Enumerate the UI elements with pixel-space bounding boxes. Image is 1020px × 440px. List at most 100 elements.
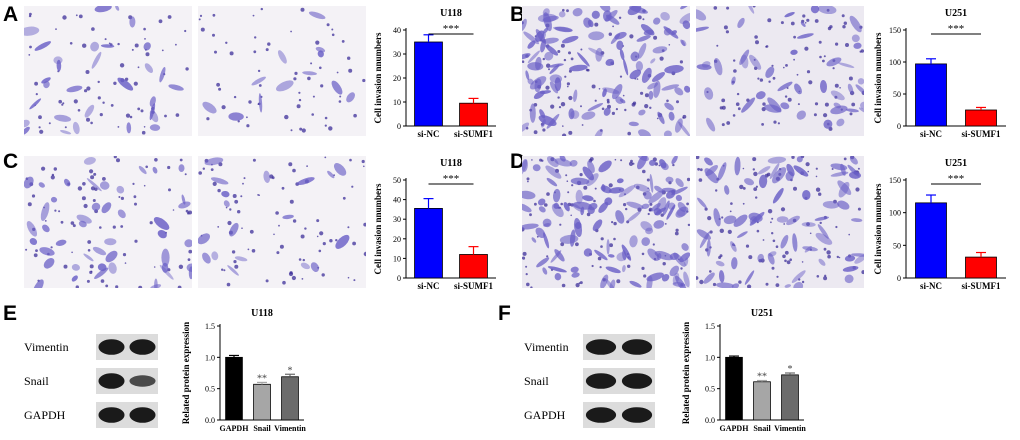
blot-band bbox=[585, 373, 617, 389]
micrograph-texture bbox=[696, 6, 864, 132]
panel-label-e: E bbox=[3, 302, 18, 325]
y-axis-label: Cell invasion nnumbers bbox=[373, 183, 383, 275]
x-tick-label: GAPDH bbox=[220, 424, 250, 433]
y-tick-label: 1.5 bbox=[205, 322, 215, 331]
blot-f-gapdh bbox=[583, 402, 655, 428]
y-tick-label: 40 bbox=[393, 26, 401, 35]
panel-label-d: D bbox=[510, 150, 526, 173]
blot-f-snail bbox=[583, 368, 655, 394]
y-tick-label: 0.5 bbox=[205, 385, 215, 394]
y-tick-label: 20 bbox=[393, 235, 401, 244]
micrograph-a-si-nc bbox=[24, 6, 192, 136]
micrograph-texture bbox=[522, 156, 690, 288]
blot-label-e-vimentin: Vimentin bbox=[24, 340, 69, 354]
invasion-chart-b: U251 Cell invasion nnumbers 0 50 100 150 si-NC… bbox=[873, 8, 1006, 139]
significance-mark: * bbox=[288, 365, 293, 376]
y-tick-label: 0.0 bbox=[705, 416, 715, 425]
blot-band bbox=[98, 407, 125, 423]
blot-label-f-vimentin: Vimentin bbox=[524, 340, 569, 354]
blot-band bbox=[129, 407, 156, 423]
panel-label-c: C bbox=[3, 150, 19, 173]
x-tick-label: si-NC bbox=[418, 281, 440, 291]
micrograph-a-si-sumf1 bbox=[198, 6, 366, 136]
significance-mark: *** bbox=[948, 23, 965, 35]
y-axis-label: Related protein expression bbox=[181, 322, 191, 424]
bar bbox=[253, 383, 271, 421]
blot-band bbox=[129, 375, 156, 387]
bar bbox=[459, 102, 488, 127]
y-tick-label: 30 bbox=[393, 215, 401, 224]
blot-bands bbox=[98, 339, 156, 355]
blot-label-e-gapdh: GAPDH bbox=[24, 408, 66, 422]
blot-label-f-snail: Snail bbox=[524, 374, 549, 388]
y-tick-label: 0.0 bbox=[205, 416, 215, 425]
significance-mark: *** bbox=[443, 173, 460, 185]
y-axis-label: Cell invasion nnumbers bbox=[873, 32, 883, 124]
y-tick-label: 1.0 bbox=[705, 353, 715, 362]
y-axis-label: Cell invasion nnumbers bbox=[373, 32, 383, 124]
x-tick-label: GAPDH bbox=[720, 424, 750, 433]
y-tick-label: 150 bbox=[889, 176, 901, 185]
blot-band bbox=[98, 373, 125, 389]
y-tick-label: 10 bbox=[393, 254, 401, 263]
y-tick-label: 50 bbox=[393, 176, 401, 185]
bar bbox=[225, 356, 243, 421]
chart-title: U118 bbox=[251, 308, 273, 319]
micrograph-c-si-sumf1 bbox=[198, 156, 366, 288]
y-tick-label: 150 bbox=[889, 26, 901, 35]
blot-bands bbox=[585, 373, 653, 389]
blot-band bbox=[129, 339, 156, 355]
x-tick-label: Snail bbox=[253, 424, 271, 433]
y-tick-label: 50 bbox=[893, 241, 901, 250]
micrograph-b-si-sumf1 bbox=[696, 6, 864, 136]
x-tick-label: si-NC bbox=[920, 281, 942, 291]
y-tick-label: 100 bbox=[889, 209, 901, 218]
panel-label-a: A bbox=[3, 3, 19, 26]
bar bbox=[281, 376, 299, 421]
blot-band bbox=[621, 407, 653, 423]
y-tick-label: 0 bbox=[397, 122, 401, 131]
blot-e-gapdh bbox=[96, 402, 158, 428]
micrograph-texture bbox=[24, 6, 189, 135]
bar bbox=[965, 109, 997, 127]
bar bbox=[753, 381, 771, 421]
micrograph-texture bbox=[24, 156, 192, 288]
x-tick-label: si-SUMF1 bbox=[962, 129, 1001, 139]
protein-chart-f: U251 Related protein expression 0.0 0.5 1.0 1… bbox=[681, 308, 806, 433]
micrograph-b-si-nc bbox=[522, 6, 690, 136]
x-tick-label: si-SUMF1 bbox=[962, 281, 1001, 291]
micrograph-d-si-sumf1 bbox=[696, 156, 864, 288]
significance-mark: ** bbox=[257, 373, 267, 384]
panel-label-f: F bbox=[498, 302, 511, 325]
y-tick-label: 1.0 bbox=[205, 353, 215, 362]
y-tick-label: 10 bbox=[393, 98, 401, 107]
x-tick-label: Vimentin bbox=[774, 424, 806, 433]
blot-bands bbox=[98, 407, 156, 423]
x-tick-label: si-SUMF1 bbox=[454, 281, 493, 291]
protein-chart-e: U118 Related protein expression 0.0 0.5 1.0 1… bbox=[181, 308, 306, 433]
chart-title: U251 bbox=[945, 158, 967, 169]
chart-title: U251 bbox=[751, 308, 773, 319]
significance-mark: * bbox=[788, 364, 793, 375]
blot-e-snail bbox=[96, 368, 158, 394]
panel-label-b: B bbox=[510, 3, 526, 26]
blot-band bbox=[585, 339, 617, 355]
chart-title: U251 bbox=[945, 8, 967, 19]
blot-band bbox=[98, 339, 125, 355]
invasion-chart-a: U118 Cell invasion nnumbers 0 10 20 30 40 si-NC… bbox=[373, 8, 496, 139]
x-tick-label: si-SUMF1 bbox=[454, 129, 493, 139]
blot-f-vimentin bbox=[583, 334, 655, 360]
bar bbox=[915, 63, 947, 127]
blot-bands bbox=[585, 407, 653, 423]
chart-title: U118 bbox=[440, 8, 462, 19]
micrograph-texture bbox=[696, 156, 864, 288]
y-tick-label: 0 bbox=[397, 274, 401, 283]
y-tick-label: 1.5 bbox=[705, 322, 715, 331]
blot-label-e-snail: Snail bbox=[24, 374, 49, 388]
y-tick-label: 40 bbox=[393, 196, 401, 205]
bar bbox=[781, 374, 799, 421]
blot-band bbox=[621, 339, 653, 355]
bar bbox=[965, 256, 997, 279]
y-axis-label: Related protein expression bbox=[681, 322, 691, 424]
x-tick-label: si-NC bbox=[920, 129, 942, 139]
